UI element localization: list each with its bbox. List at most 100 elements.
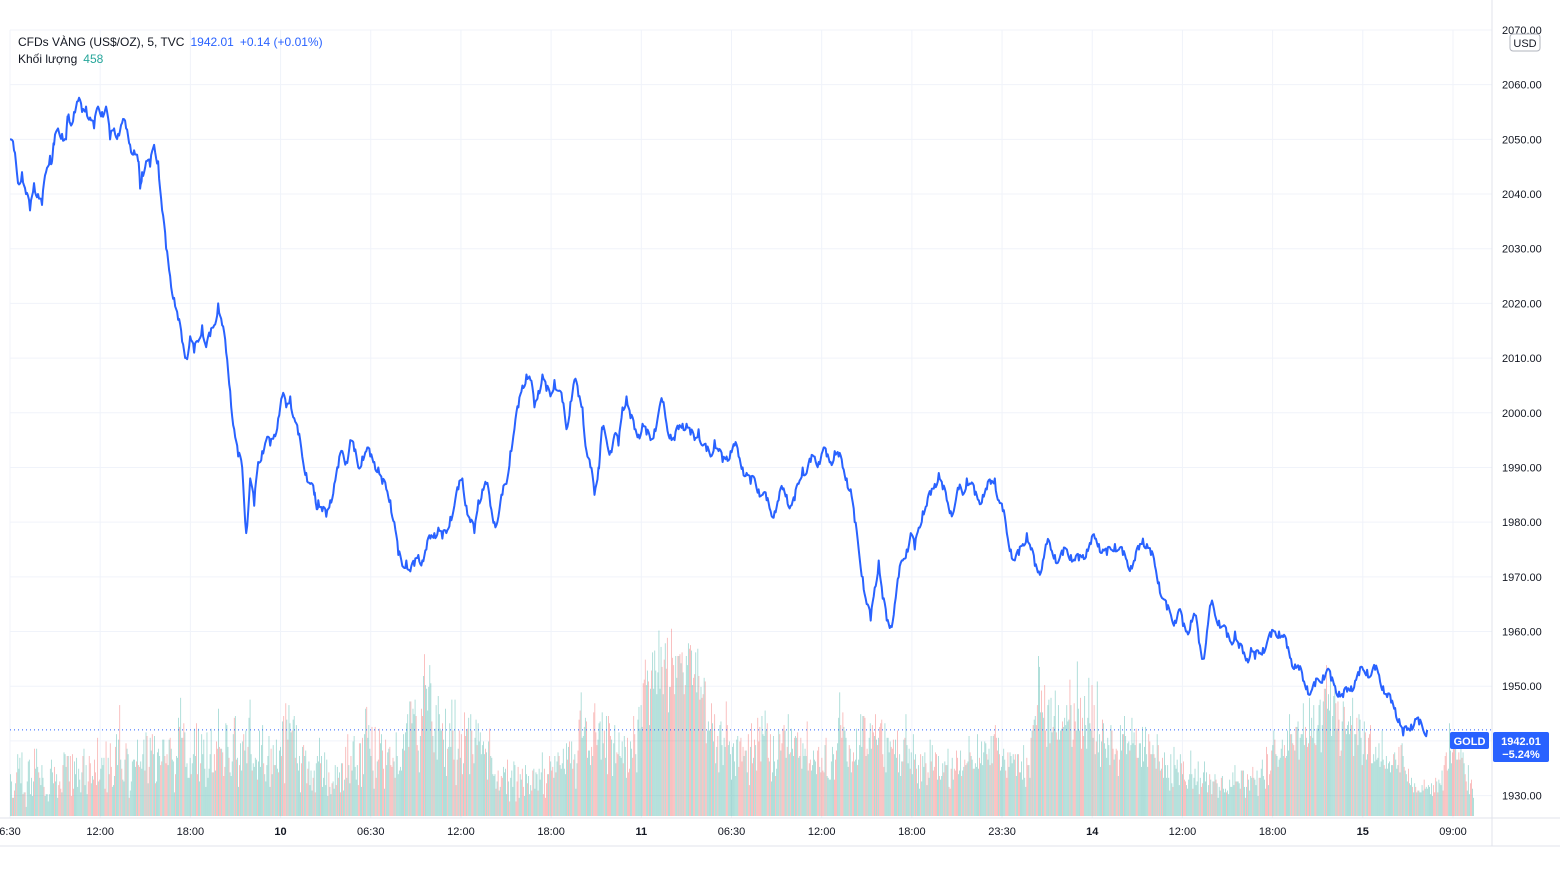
volume-bar [1051, 732, 1053, 816]
volume-bar [945, 765, 947, 816]
volume-bar [382, 750, 383, 816]
volume-label[interactable]: Khối lượng [18, 52, 78, 66]
volume-bar [1009, 752, 1011, 816]
volume-bar [1295, 726, 1297, 816]
volume-bar [343, 790, 345, 816]
volume-bar [555, 772, 557, 816]
volume-bar [1018, 754, 1019, 816]
volume-bar [1233, 785, 1235, 816]
price-line [9, 96, 1429, 738]
y-axis-labels[interactable]: 1930.001940.001950.001960.001970.001980.… [1502, 25, 1542, 803]
volume-bar [687, 643, 689, 816]
volume-bar [72, 754, 73, 816]
volume-bar [261, 745, 263, 816]
volume-bar [963, 766, 965, 816]
volume-bar [1110, 725, 1112, 816]
volume-bar [1444, 756, 1446, 816]
volume-bar [381, 734, 382, 816]
volume-bar [738, 766, 740, 816]
currency-badge[interactable]: USD [1509, 33, 1541, 52]
legend: CFDs VÀNG (US$/OZ), 5, TVC 1942.01 +0.14… [18, 34, 323, 68]
volume-bar [1034, 716, 1036, 816]
volume-bar [992, 736, 994, 816]
x-axis-labels[interactable]: 6:30 12:00 18:00 10 06:30 12:00 18:00 11 06:30 12… [0, 826, 1467, 838]
volume-bar [47, 801, 49, 816]
volume-bar [228, 757, 230, 816]
volume-bar [1332, 716, 1334, 816]
volume-bar [1217, 797, 1219, 816]
volume-bar [284, 783, 286, 816]
volume-bar [105, 741, 107, 816]
volume-bar [1317, 725, 1319, 816]
volume-bar [946, 765, 948, 816]
volume-bar [1188, 779, 1190, 816]
volume-bar [442, 723, 443, 816]
volume-bar [612, 776, 614, 816]
volume-bar [922, 756, 924, 816]
volume-bar [268, 736, 270, 816]
volume-bar [1352, 697, 1354, 816]
volume-bar [1424, 788, 1426, 816]
volume-bar [524, 796, 525, 816]
volume-bar [818, 746, 820, 816]
volume-bar [982, 765, 984, 816]
volume-bar [975, 766, 977, 816]
volume-bar [1327, 708, 1328, 816]
volume-bar [190, 774, 192, 816]
volume-bar [1405, 774, 1407, 816]
x-tick-label: 09:00 [1439, 826, 1467, 838]
volume-bar [517, 766, 519, 816]
volume-bar [246, 763, 248, 816]
volume-bar [451, 699, 453, 816]
volume-bar [301, 763, 302, 816]
volume-bar [845, 737, 847, 816]
volume-bar [1005, 770, 1007, 816]
volume-bar [1350, 716, 1351, 816]
volume-bar [329, 786, 331, 816]
volume-bar [50, 759, 52, 816]
volume-bar [1008, 766, 1010, 816]
volume-bar [165, 763, 167, 816]
volume-bar [13, 797, 14, 816]
volume-bar [1347, 725, 1348, 816]
volume-bar [337, 777, 339, 816]
volume-bar [1113, 759, 1115, 816]
volume-bar [516, 781, 518, 816]
y-tick-label: 1990.00 [1502, 462, 1542, 474]
volume-bar [408, 746, 410, 816]
volume-bar [152, 754, 154, 816]
volume-bar [759, 726, 761, 816]
volume-bar [36, 748, 38, 816]
volume-bar [88, 756, 90, 816]
volume-bar [995, 737, 997, 816]
volume-bar [118, 739, 120, 816]
volume-bar [1025, 786, 1027, 816]
volume-bar [110, 766, 112, 816]
legend-price-row[interactable]: CFDs VÀNG (US$/OZ), 5, TVC 1942.01 +0.14… [18, 34, 323, 51]
volume-bar [636, 772, 638, 816]
volume-bar [1286, 756, 1287, 816]
volume-bar [807, 770, 809, 816]
volume-bar [1056, 739, 1058, 816]
legend-volume-row[interactable]: Khối lượng 458 [18, 51, 323, 68]
volume-bar [204, 768, 206, 816]
volume-bar [1377, 757, 1379, 816]
x-tick-label: 15 [1357, 826, 1369, 838]
volume-bar [736, 739, 738, 816]
volume-bar [948, 786, 950, 816]
volume-bar [486, 752, 487, 816]
volume-bar [1308, 743, 1309, 816]
volume-bar [235, 759, 237, 816]
volume-bar [628, 772, 629, 816]
symbol-label[interactable]: CFDs VÀNG (US$/OZ), 5, TVC [18, 35, 185, 49]
volume-bar [1446, 770, 1448, 816]
volume-bar [358, 743, 360, 816]
volume-bar [522, 786, 524, 816]
volume-bar [1214, 774, 1216, 816]
volume-bar [1301, 734, 1303, 816]
volume-bar [564, 774, 566, 816]
volume-bar [1239, 788, 1241, 816]
volume-bar [949, 788, 951, 816]
